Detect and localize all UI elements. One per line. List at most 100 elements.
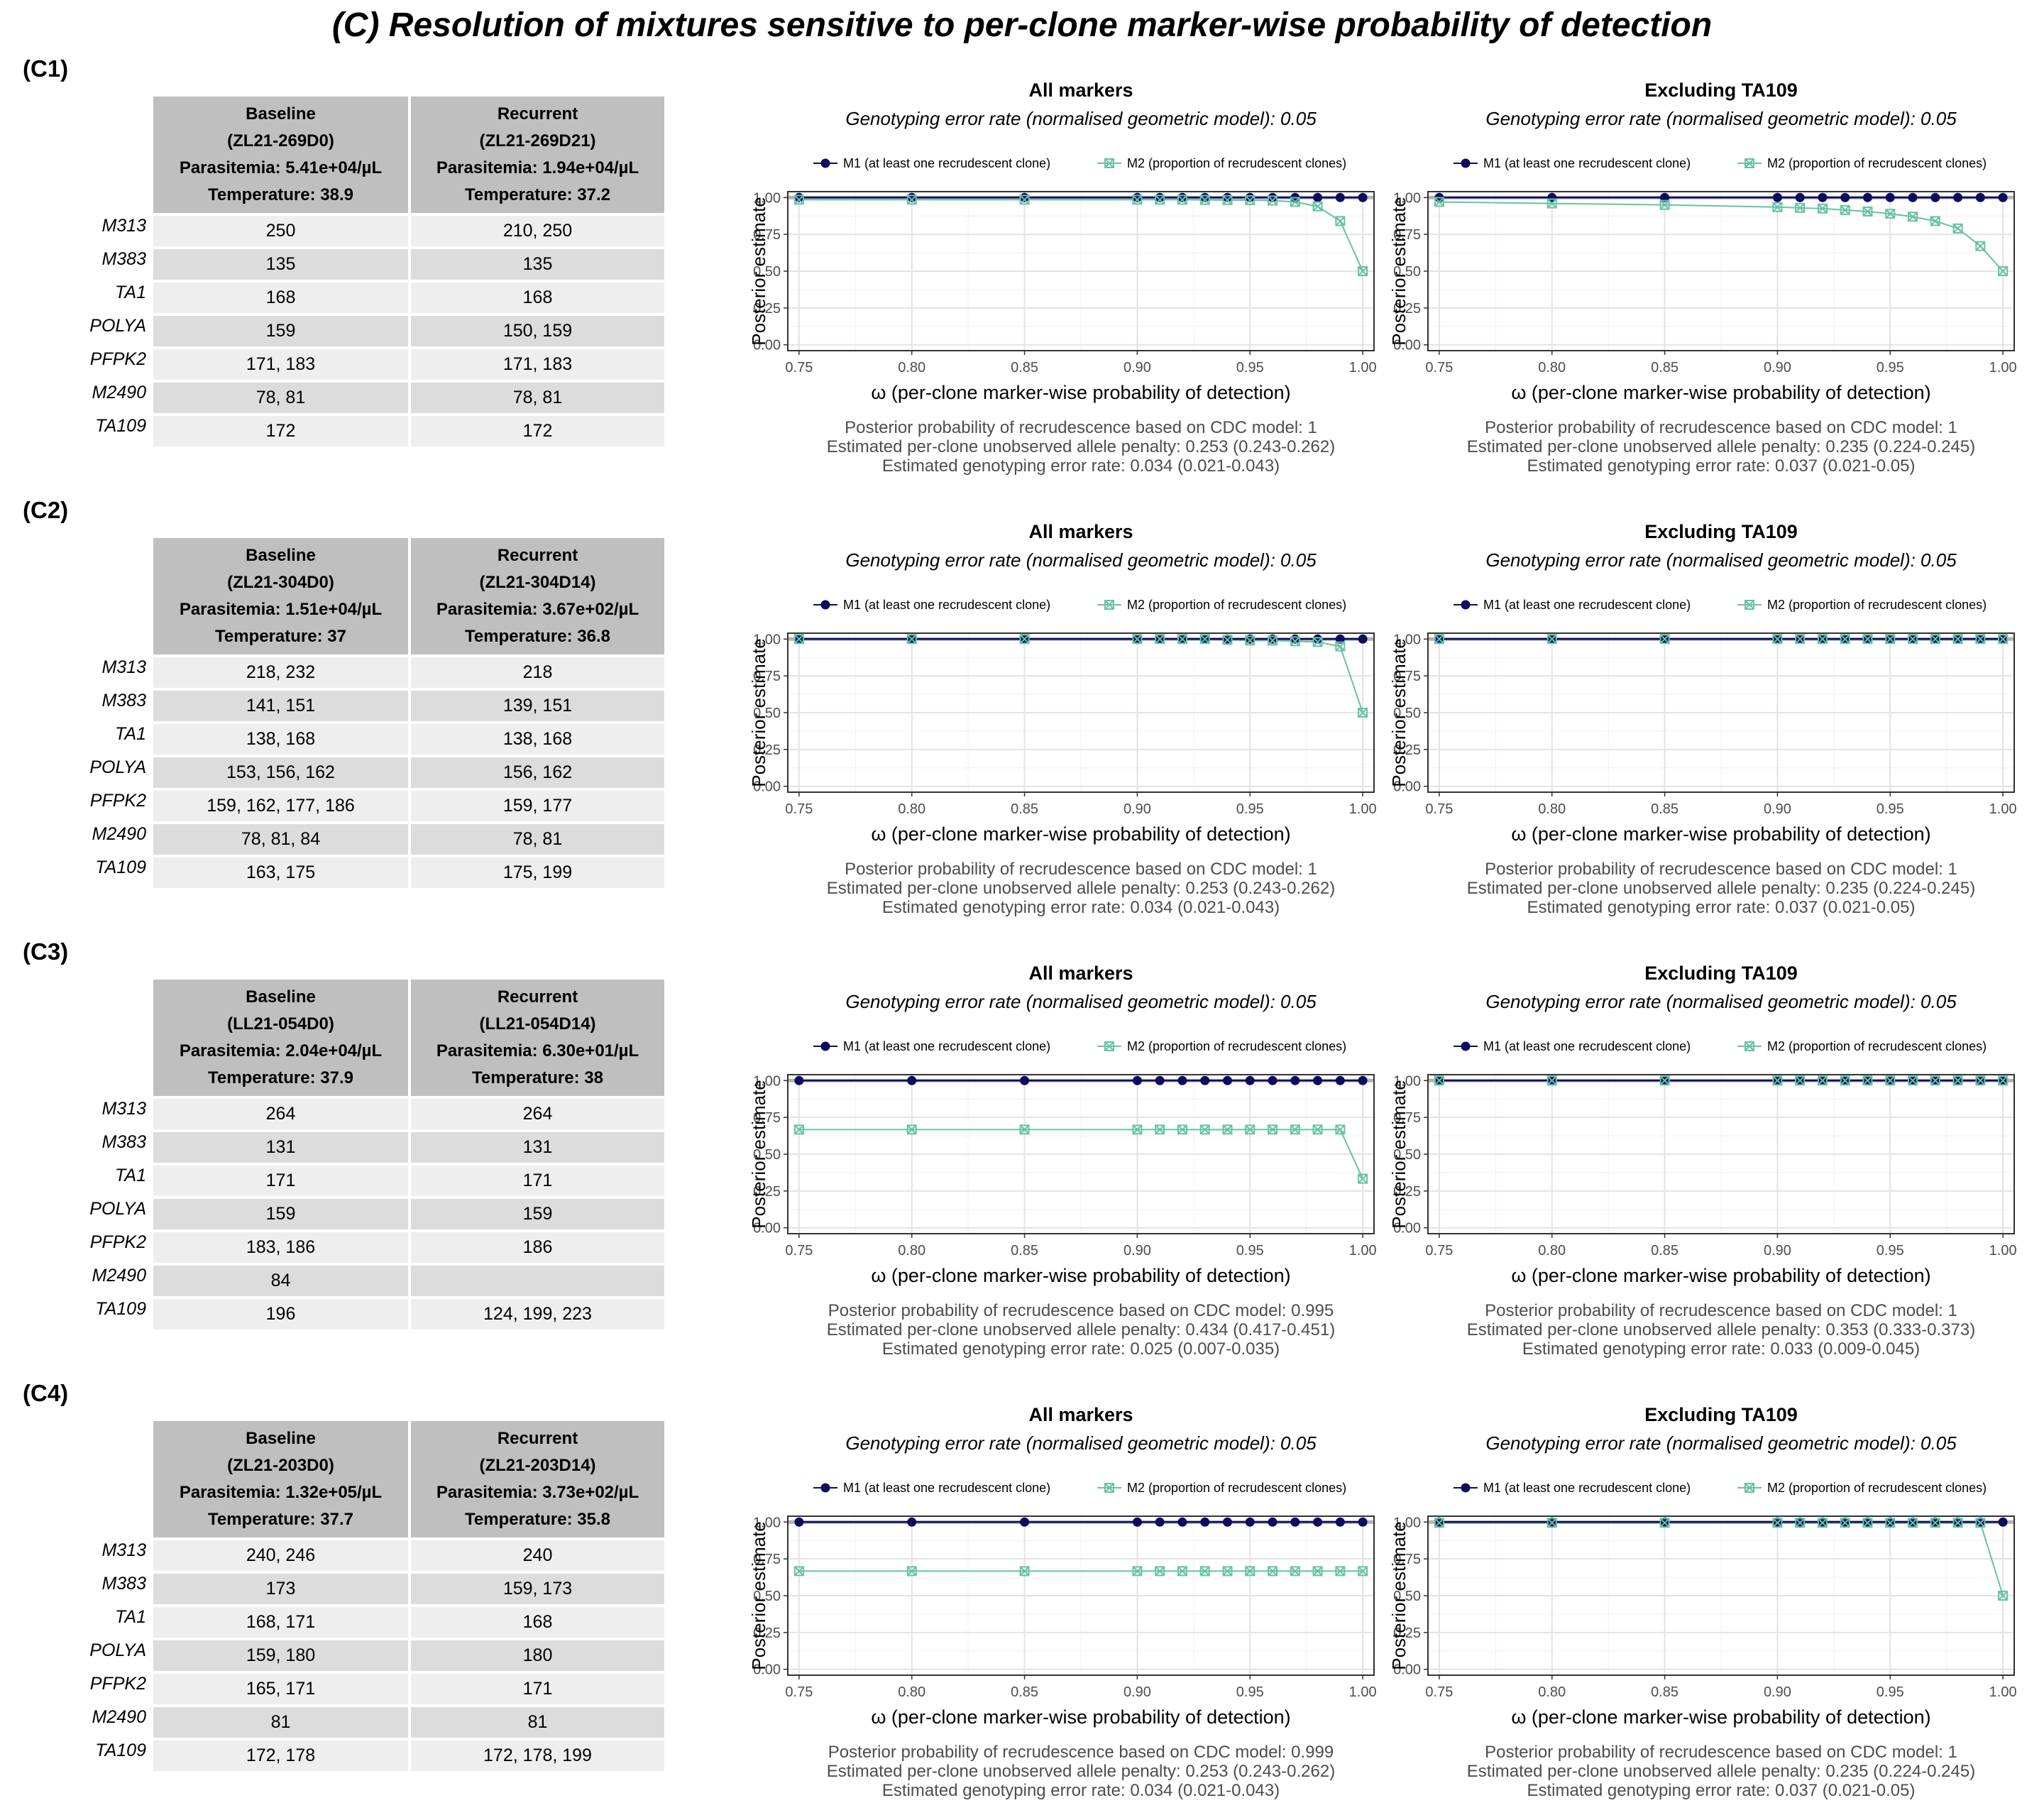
x-tick-label: 0.85 <box>1651 1684 1678 1700</box>
point-m2 <box>906 634 917 645</box>
recurrent-cell: 171 <box>410 1671 667 1706</box>
y-tick-label: 0.00 <box>753 779 781 795</box>
point-m2 <box>1132 1124 1143 1135</box>
point-m2 <box>1817 634 1828 645</box>
marker-label: M383 <box>101 249 146 269</box>
baseline-cell: 159 <box>153 313 411 348</box>
legend-m2-marker <box>1104 1483 1114 1493</box>
baseline-cell: 171, 183 <box>153 346 411 381</box>
recurrent-cell: 172, 178, 199 <box>410 1738 667 1771</box>
point-m2 <box>1772 1075 1783 1086</box>
marker-label: TA1 <box>115 1166 146 1185</box>
y-tick-label: 0.75 <box>1393 669 1421 684</box>
legend-m2-marker <box>1744 600 1754 610</box>
point-m2 <box>1245 195 1255 206</box>
table-row: 183, 186 186 <box>153 1229 667 1264</box>
table-row: 81 81 <box>153 1704 667 1739</box>
table-row: 159, 162, 177, 186 159, 177 <box>153 788 667 823</box>
legend-m1-label: M1 (at least one recrudescent clone) <box>843 156 1050 170</box>
plot-subtitle: Genotyping error rate (normalised geomet… <box>1485 108 1957 129</box>
point-m2 <box>1312 1566 1323 1577</box>
point-m1 <box>1155 192 1165 202</box>
baseline-cell: 183, 186 <box>153 1229 411 1264</box>
x-tick-label: 0.90 <box>1764 360 1791 375</box>
baseline-cell: 153, 156, 162 <box>153 755 411 789</box>
posterior-plot: All markers Genotyping error rate (normal… <box>751 521 1377 917</box>
point-m1 <box>1177 1075 1187 1085</box>
point-m1 <box>1975 192 1985 202</box>
x-tick-label: 1.00 <box>1349 1243 1377 1259</box>
recurrent-header-line: Recurrent <box>497 1429 578 1448</box>
x-tick-label: 0.95 <box>1877 1684 1904 1700</box>
point-m2 <box>1132 634 1143 645</box>
legend-m1-label: M1 (at least one recrudescent clone) <box>843 1481 1050 1495</box>
table-row: 141, 151 139, 151 <box>153 688 667 723</box>
x-tick-label: 0.90 <box>1123 1243 1151 1259</box>
x-axis-label: ω (per-clone marker-wise probability of … <box>871 1706 1290 1728</box>
stat-line: Estimated genotyping error rate: 0.034 (… <box>882 456 1280 476</box>
grid <box>1428 1516 2014 1675</box>
y-tick-label: 1.00 <box>1393 1073 1421 1089</box>
point-m2 <box>793 634 804 645</box>
point-m2 <box>1268 635 1278 646</box>
x-tick-label: 0.90 <box>1123 801 1151 817</box>
x-tick-label: 0.95 <box>1236 1684 1264 1700</box>
marker-label: POLYA <box>89 757 146 777</box>
legend-m2-marker <box>1104 600 1114 610</box>
marker-label: M2490 <box>92 1266 146 1285</box>
point-m1 <box>1795 192 1805 202</box>
stat-line: Estimated per-clone unobserved allele pe… <box>827 1762 1335 1781</box>
point-m2 <box>1177 1124 1187 1135</box>
point-m1 <box>1335 192 1345 202</box>
recurrent-cell: 81 <box>410 1704 667 1739</box>
plot-title: All markers <box>1028 521 1133 542</box>
point-m1 <box>907 1075 917 1085</box>
x-tick-label: 0.80 <box>898 801 925 817</box>
point-m1 <box>1885 192 1895 202</box>
legend-m1-marker <box>1461 1041 1471 1051</box>
baseline-header-line: Baseline <box>246 1429 316 1448</box>
point-m2 <box>1795 202 1806 213</box>
plot-title: Excluding TA109 <box>1644 1404 1798 1425</box>
recurrent-header-line: Parasitemia: 6.30e+01/µL <box>436 1041 639 1060</box>
point-m2 <box>1952 1518 1963 1528</box>
x-tick-label: 0.85 <box>1011 801 1038 817</box>
genotype-table: Baseline (ZL21-304D0) Parasitemia: 1.51e+0… <box>153 538 667 888</box>
point-m1 <box>1998 1517 2008 1527</box>
marker-label: M383 <box>101 1574 146 1594</box>
x-tick-label: 0.95 <box>1236 1243 1264 1259</box>
point-m2 <box>1290 197 1300 207</box>
baseline-header-line: Baseline <box>246 987 316 1007</box>
y-tick-label: 1.00 <box>1393 190 1421 206</box>
marker-label: PFPK2 <box>89 1232 146 1252</box>
baseline-cell: 168, 171 <box>153 1604 411 1639</box>
marker-label: TA1 <box>115 1607 146 1627</box>
x-tick-label: 1.00 <box>1349 360 1377 375</box>
x-tick-label: 0.85 <box>1651 1243 1678 1259</box>
legend-m1-marker <box>1461 600 1471 610</box>
point-m2 <box>1019 634 1030 645</box>
legend-m2-marker <box>1104 1041 1114 1051</box>
point-m2 <box>1290 1566 1300 1577</box>
x-tick-label: 1.00 <box>1989 1684 2017 1700</box>
recurrent-header-line: Parasitemia: 3.73e+02/µL <box>436 1483 639 1502</box>
point-m2 <box>1772 1518 1783 1528</box>
recurrent-cell: 159, 173 <box>410 1571 667 1606</box>
point-m2 <box>1546 634 1557 645</box>
recurrent-header-line: Temperature: 35.8 <box>465 1510 610 1529</box>
x-tick-label: 1.00 <box>1989 801 2017 817</box>
baseline-header-line: (LL21-054D0) <box>227 1014 334 1034</box>
marker-label: M2490 <box>92 383 146 402</box>
table-row: 250 210, 250 <box>153 213 667 248</box>
marker-label: M383 <box>101 1132 146 1152</box>
y-axis-label: Posterior estimate <box>751 1521 769 1670</box>
baseline-cell: 240, 246 <box>153 1537 411 1572</box>
marker-label: TA1 <box>115 724 146 744</box>
table-row: 168 168 <box>153 280 667 314</box>
marker-label: PFPK2 <box>89 349 146 369</box>
point-m2 <box>793 194 804 205</box>
recurrent-header-line: (ZL21-304D14) <box>479 573 596 592</box>
recurrent-cell: 78, 81 <box>410 380 667 415</box>
stat-line: Posterior probability of recrudescence b… <box>1485 860 1957 879</box>
table-row: 165, 171 171 <box>153 1671 667 1706</box>
